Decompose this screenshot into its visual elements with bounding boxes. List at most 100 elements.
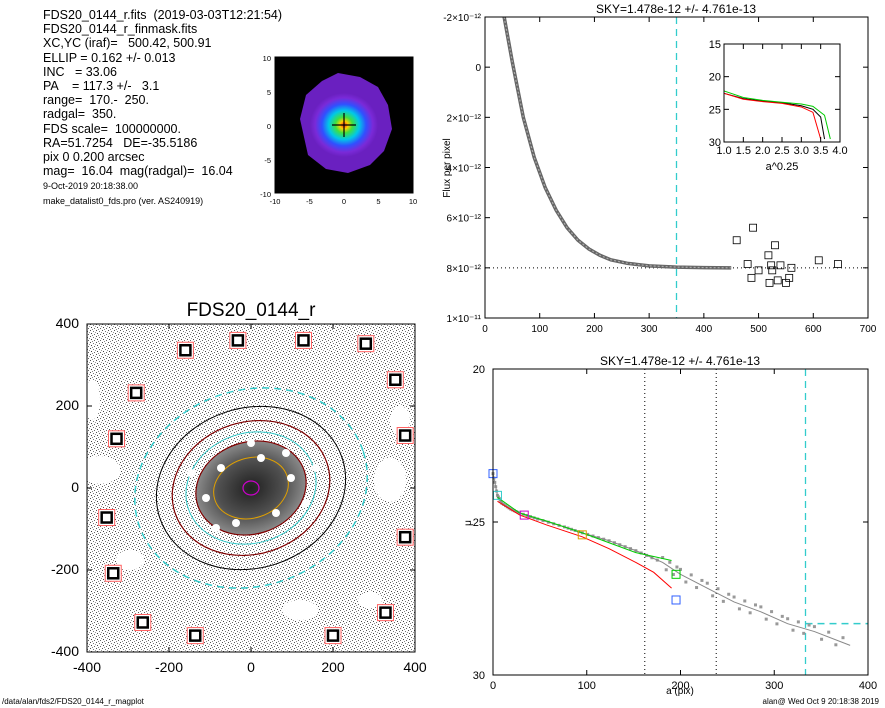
sky-point: [785, 273, 794, 282]
mu-data-point: [716, 587, 720, 591]
fit-marker: [671, 595, 681, 605]
x-tick-label: 5: [376, 197, 380, 206]
mu-ylabel: μ: [463, 520, 474, 526]
x-tick-label: 2.5: [774, 145, 789, 157]
masked-region: [116, 550, 144, 570]
mu-data-point: [732, 595, 736, 599]
mu-data-point: [705, 581, 709, 585]
info-line: range= 170.- 250.: [43, 93, 149, 108]
masked-star-dot: [302, 499, 310, 507]
y-tick-label: 25: [709, 104, 721, 116]
mu-data-point: [700, 578, 704, 582]
masked-region: [374, 458, 406, 502]
mu-data-point: [770, 610, 774, 614]
mu-data-point: [841, 636, 845, 640]
y-tick-label: 0: [267, 122, 271, 131]
mu-data-point: [684, 580, 688, 584]
masked-star-dot: [282, 449, 290, 457]
sky-point: [834, 260, 842, 268]
sky-point: [776, 261, 785, 270]
masked-star-box-inner: [326, 629, 340, 642]
x-tick-label: 400: [696, 324, 713, 335]
mu-data-point: [786, 617, 790, 621]
y-tick-label: 10: [263, 54, 271, 63]
fit-marker: [577, 530, 587, 540]
y-tick-label: 400: [56, 315, 80, 331]
info-line: pix 0 0.200 arcsec: [43, 150, 145, 165]
x-tick-label: 1.5: [736, 145, 751, 157]
fit-marker: [519, 510, 529, 520]
y-tick-label: 25: [473, 517, 485, 529]
inset-series: [723, 92, 822, 140]
mu-data-point: [759, 605, 763, 609]
masked-region: [87, 380, 100, 420]
mu-data-point: [764, 617, 768, 621]
sky-point: [773, 276, 782, 285]
y-tick-label: 8×10⁻¹²: [447, 264, 482, 275]
y-tick-label: -2×10⁻¹²: [443, 13, 481, 24]
info-line: FDS scale= 100000000.: [43, 121, 181, 136]
x-tick-label: 0: [490, 680, 496, 692]
fit-marker: [671, 569, 681, 579]
masked-star-box-inner: [100, 511, 113, 524]
fit-ellipse-outer: [155, 405, 347, 571]
mu-data-point: [827, 630, 831, 634]
y-tick-label: 0: [71, 479, 79, 495]
mu-series: [492, 473, 851, 646]
y-tick-label: -400: [51, 643, 79, 659]
info-line: FDS20_0144_r_finmask.fits: [43, 22, 198, 37]
x-tick-label: 1.0: [716, 145, 731, 157]
mu-data-point: [721, 599, 725, 603]
info-line: radgal= 350.: [43, 107, 117, 122]
x-tick-label: 0: [247, 659, 255, 675]
mu-series: [497, 496, 672, 561]
sky-point: [743, 260, 752, 268]
masked-region: [358, 592, 382, 608]
mu-data-point: [671, 573, 675, 577]
sky-point: [787, 263, 796, 272]
x-tick-label: -5: [306, 197, 313, 206]
y-tick-label: 0: [475, 63, 481, 74]
mu-data-point: [664, 568, 668, 572]
y-tick-label: -200: [51, 561, 79, 577]
x-tick-label: 600: [805, 324, 822, 335]
y-tick-label: 5: [267, 88, 271, 97]
info-line: PA = 117.3 +/- 3.1: [43, 79, 160, 94]
mu-xlabel: a (pix): [666, 686, 694, 697]
mu-data-point: [668, 560, 672, 564]
x-tick-label: 500: [750, 324, 767, 335]
x-tick-label: 100: [578, 680, 596, 692]
y-tick-label: 200: [56, 397, 80, 413]
masked-star-box-inner: [398, 429, 412, 442]
y-tick-label: 1×10⁻¹¹: [447, 314, 482, 325]
mu-data-point: [675, 565, 679, 569]
mu-data-point: [820, 637, 824, 641]
inset-series: [723, 90, 831, 140]
masked-star-box-inner: [389, 373, 402, 387]
flux-profile: [502, 16, 732, 270]
flux-profile-points: [503, 16, 732, 269]
mu-data-point: [807, 623, 811, 627]
x-tick-label: -10: [270, 197, 281, 206]
masked-star-dot: [312, 464, 320, 472]
x-tick-label: 2.0: [755, 145, 770, 157]
masked-star-box-inner: [188, 629, 202, 642]
footer-path: /data/alan/fds2/FDS20_0144_r_magplot: [2, 697, 144, 706]
map-title: FDS20_0144_r: [187, 300, 317, 321]
inset-series: [723, 92, 826, 140]
center-ellipse: [242, 480, 260, 496]
x-tick-label: 4.0: [832, 145, 847, 157]
x-tick-label: 200: [586, 324, 603, 335]
x-tick-label: 300: [641, 324, 658, 335]
mu-data-point: [834, 643, 838, 647]
mu-data-point: [661, 556, 665, 560]
info-line: RA=51.7254 DE=-35.5186: [43, 135, 198, 150]
x-tick-label: 10: [409, 197, 417, 206]
masked-star-box-inner: [106, 567, 120, 580]
y-tick-label: -10: [260, 190, 271, 199]
info-line: FDS20_0144_r.fits (2019-03-03T12:21:54): [43, 8, 283, 22]
masked-star-box-inner: [129, 386, 143, 400]
mu-data-point: [695, 586, 699, 590]
info-line: mag= 16.04 mag(radgal)= 16.04: [43, 164, 233, 179]
